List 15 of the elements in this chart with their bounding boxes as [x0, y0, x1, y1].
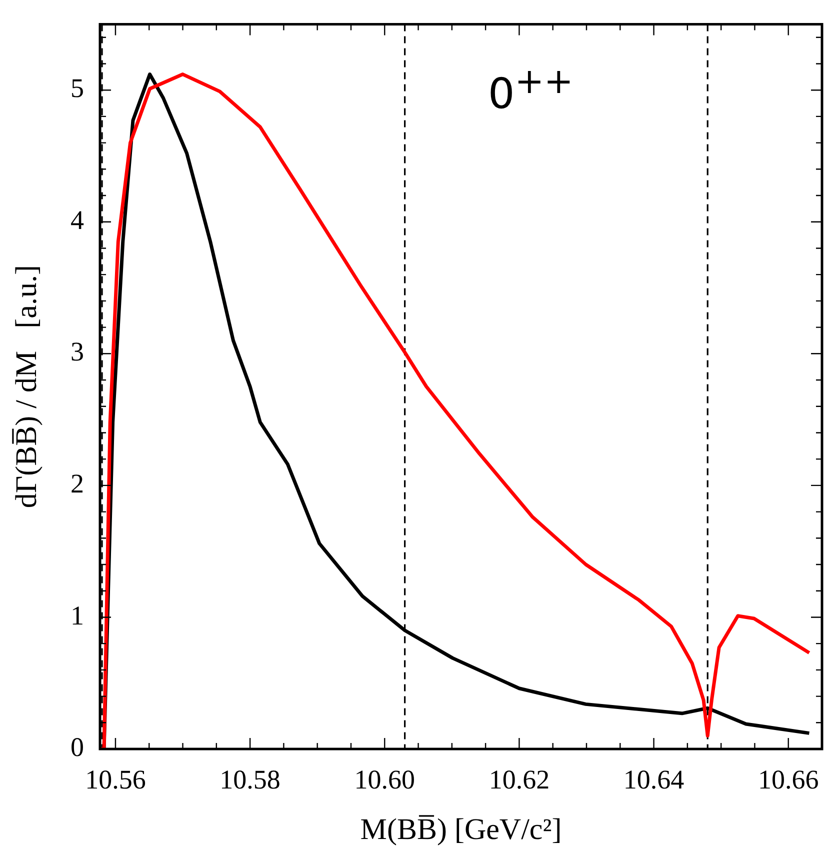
annotation: 0$^{++}$ — [488, 62, 574, 118]
y-tick-label: 4 — [70, 204, 84, 235]
y-axis-title: dΓ(BB̅) / dM [a.u.] — [10, 265, 43, 508]
x-tick-label: 10.64 — [623, 764, 685, 794]
x-tick-label: 10.60 — [354, 764, 416, 794]
y-tick-label: 3 — [70, 336, 84, 367]
y-tick-label: 0 — [70, 732, 84, 762]
x-tick-label: 10.56 — [85, 764, 146, 794]
y-tick-label: 2 — [70, 468, 84, 499]
y-tick-label: 1 — [70, 600, 84, 630]
x-tick-label: 10.58 — [220, 764, 280, 794]
x-axis-title: M(BB̅) [GeV/c²] — [360, 812, 562, 846]
x-tick-label: 10.62 — [488, 764, 550, 794]
y-tick-label: 5 — [70, 73, 84, 104]
x-tick-label: 10.66 — [758, 764, 819, 794]
